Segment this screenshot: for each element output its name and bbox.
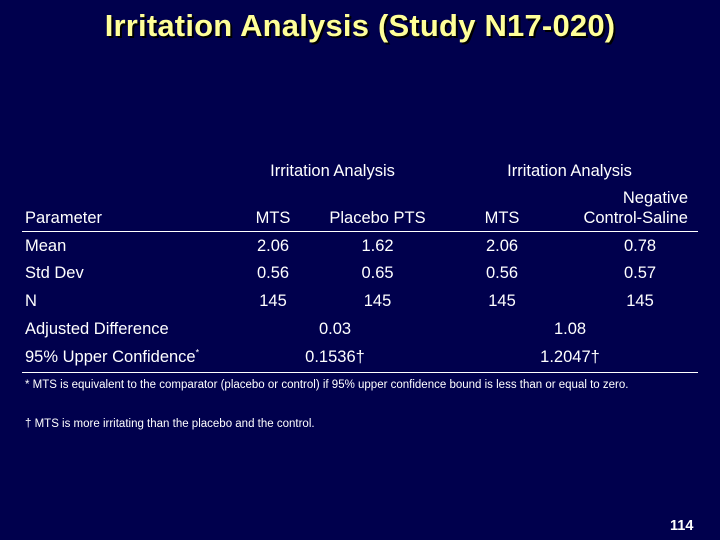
upper-confidence-label-text: 95% Upper Confidence [25,348,196,366]
table-bottom-divider [22,372,698,373]
slide-title: Irritation Analysis (Study N17-020) [104,8,616,43]
col-header-mts-2: MTS [484,209,520,227]
group-header-placebo: Irritation Analysis [270,162,395,180]
group-header-control: Irritation Analysis [507,162,632,180]
cell-std-mts-1: 0.56 [256,264,290,282]
cell-std-control: 0.57 [623,264,657,282]
row-label-mean: Mean [25,237,67,255]
cell-n-mts-2: 145 [488,292,516,310]
row-label-n: N [25,292,37,310]
cell-n-control: 145 [626,292,654,310]
col-header-mts-1: MTS [255,209,291,227]
cell-upper-confidence-control: 1.2047† [540,348,600,366]
row-label-upper-confidence: 95% Upper Confidence* [25,347,199,367]
header-divider [22,231,698,232]
cell-adjusted-difference-placebo: 0.03 [318,320,352,338]
cell-n-placebo: 145 [363,292,392,310]
cell-mean-placebo: 1.62 [361,237,394,255]
parameter-header: Parameter [25,209,103,227]
footnote-irritating: † MTS is more irritating than the placeb… [25,418,315,430]
cell-adjusted-difference-control: 1.08 [553,320,587,338]
footnote-equivalence: * MTS is equivalent to the comparator (p… [25,379,629,391]
col-header-control-saline: Control-Saline [583,209,688,227]
asterisk-marker: * [195,347,200,358]
cell-std-placebo: 0.65 [361,264,394,282]
page-number: 114 [670,518,694,534]
cell-n-mts-1: 145 [259,292,287,310]
cell-std-mts-2: 0.56 [485,264,519,282]
cell-mean-mts-2: 2.06 [485,237,519,255]
cell-upper-confidence-placebo: 0.1536† [305,348,365,366]
cell-mean-control: 0.78 [623,237,657,255]
col-header-placebo: Placebo PTS [329,209,426,227]
cell-mean-mts-1: 2.06 [256,237,290,255]
row-label-adjusted-difference: Adjusted Difference [25,320,169,338]
row-label-std-dev: Std Dev [25,264,84,282]
col-header-negative: Negative [622,189,688,207]
